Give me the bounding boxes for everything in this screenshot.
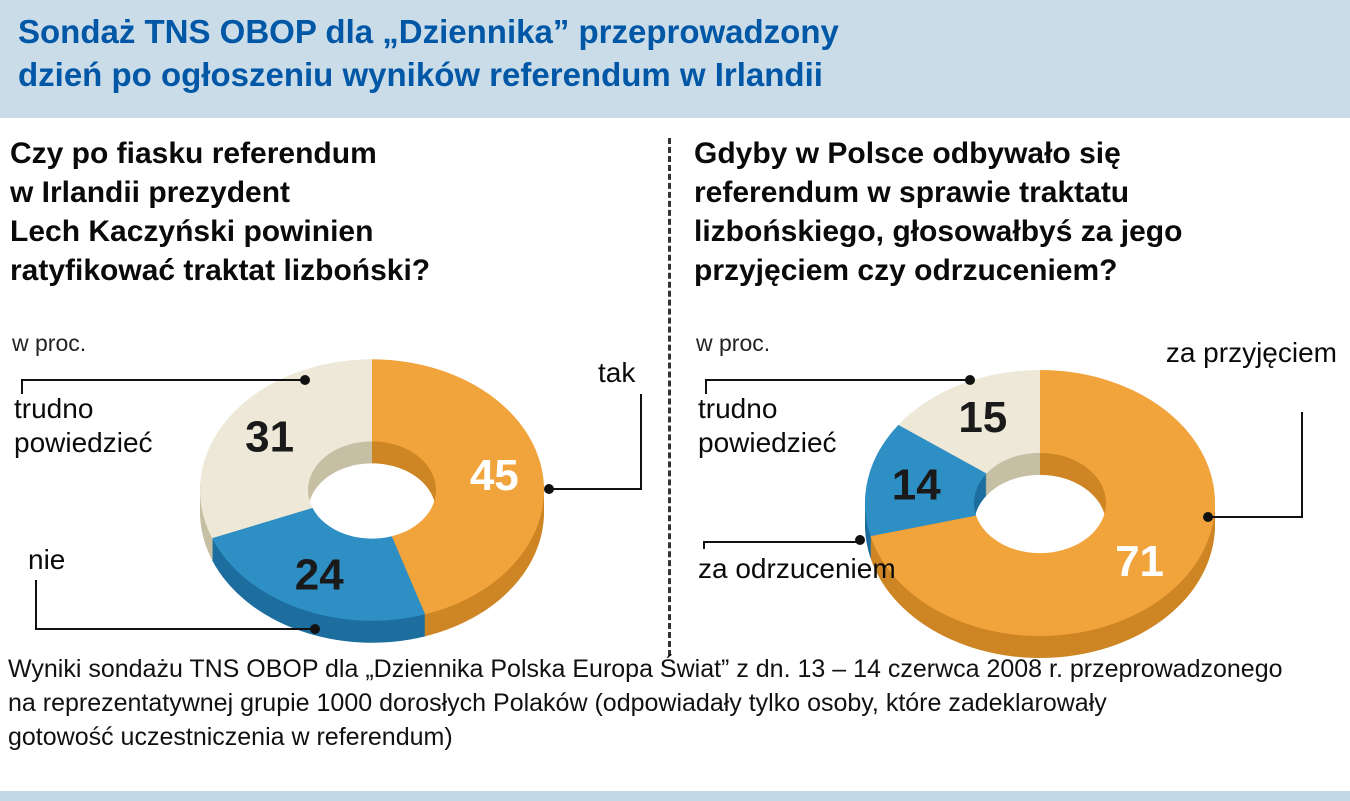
- pie-segment-trudno-powiedzieć: [898, 370, 1040, 474]
- pie-value-za-przyjęciem: 71: [1115, 537, 1164, 586]
- leader-dot-nie: [310, 624, 320, 634]
- pie-value-trudno-powiedzieć: 15: [958, 393, 1007, 442]
- leader-dot-za-odrzuceniem: [855, 535, 865, 545]
- panel-divider: [668, 138, 671, 656]
- leader-za-przyjeciem: [1210, 412, 1303, 518]
- pie-segment-tak: [372, 359, 544, 615]
- pie-chart-right: 71 14 15: [864, 370, 1215, 658]
- pie-value-trudno-powiedzieć: 31: [245, 413, 294, 462]
- pie-value-za-odrzuceniem: 14: [892, 461, 941, 510]
- leader-za-odrzuceniem: [703, 541, 858, 549]
- leader-trudno-left: [21, 379, 305, 394]
- unit-label-left: w proc.: [12, 330, 87, 356]
- pie-segment-za-odrzuceniem: [864, 424, 987, 537]
- callout-nie: nie: [28, 544, 66, 575]
- page-title: Sondaż TNS OBOP dla „Dziennika” przeprow…: [18, 13, 839, 93]
- leader-dot-tak: [544, 484, 554, 494]
- pie-value-tak: 45: [470, 451, 519, 500]
- pie-segment-nie: [212, 507, 426, 621]
- question-left: Czy po fiasku referendum w Irlandii prez…: [10, 137, 431, 287]
- leader-trudno-right: [705, 379, 970, 394]
- callout-tak: tak: [598, 357, 636, 388]
- leader-dot-trudno-left: [300, 375, 310, 385]
- bottom-bar: [0, 791, 1350, 801]
- callout-za-odrzuceniem: za odrzuceniem: [698, 553, 896, 584]
- leader-lines: [21, 375, 1303, 634]
- callout-za-przyjeciem: za przyjęciem: [1165, 337, 1337, 368]
- pie-chart-left: 45 24 31: [200, 359, 544, 643]
- pie-value-nie: 24: [295, 551, 344, 600]
- unit-label-right: w proc.: [696, 330, 771, 356]
- callout-trudno-left: trudno powiedzieć: [14, 393, 153, 458]
- pie-segment-trudno-powiedzieć: [200, 359, 372, 539]
- leader-dot-trudno-right: [965, 375, 975, 385]
- leader-tak: [551, 394, 642, 490]
- pie-segment-za-przyjęciem: [870, 370, 1215, 637]
- callout-trudno-right: trudno powiedzieć: [698, 393, 837, 458]
- leader-nie: [35, 580, 315, 630]
- question-right: Gdyby w Polsce odbywało się referendum w…: [694, 137, 1183, 287]
- header-band: Sondaż TNS OBOP dla „Dziennika” przeprow…: [0, 0, 1350, 118]
- source-note: Wyniki sondażu TNS OBOP dla „Dziennika P…: [8, 655, 1283, 751]
- leader-dot-za-przyjeciem: [1203, 512, 1213, 522]
